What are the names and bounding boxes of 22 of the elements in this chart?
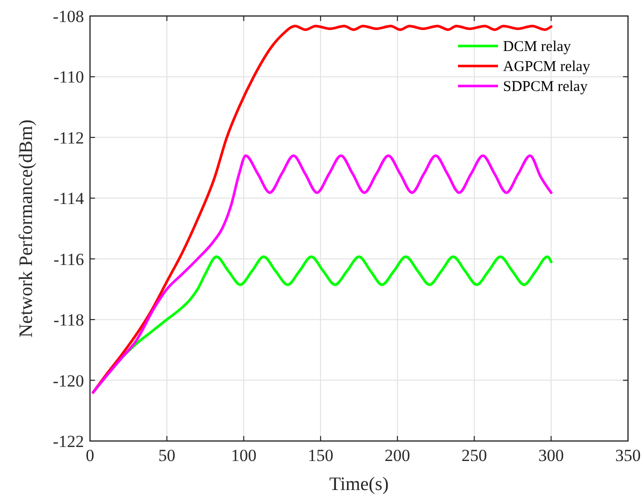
legend-label: DCM relay [503, 39, 572, 55]
y-tick-label: -112 [53, 128, 84, 148]
x-tick-label: 250 [462, 446, 488, 465]
x-tick-label: 200 [384, 446, 410, 465]
x-tick-label: 50 [158, 446, 176, 465]
y-tick-label: -122 [52, 432, 84, 451]
legend-label: SDPCM relay [503, 79, 588, 95]
y-tick-label: -116 [53, 250, 84, 269]
legend-label: AGPCM relay [503, 59, 591, 75]
y-axis-title: Network Performance(dBm) [16, 120, 37, 338]
x-tick-label: 150 [308, 446, 334, 465]
x-tick-label: 350 [615, 446, 641, 465]
line-series [92, 154, 552, 394]
y-tick-label: -118 [53, 310, 84, 330]
y-tick-label: -110 [53, 68, 84, 87]
y-tick-label: -120 [52, 371, 84, 390]
x-axis-title: Time(s) [329, 474, 389, 495]
x-tick-label: 0 [86, 446, 94, 465]
x-tick-label: 300 [538, 446, 564, 465]
y-tick-label: -108 [52, 7, 84, 26]
x-tick-label: 100 [230, 446, 256, 465]
y-tick-label: -114 [53, 189, 84, 208]
